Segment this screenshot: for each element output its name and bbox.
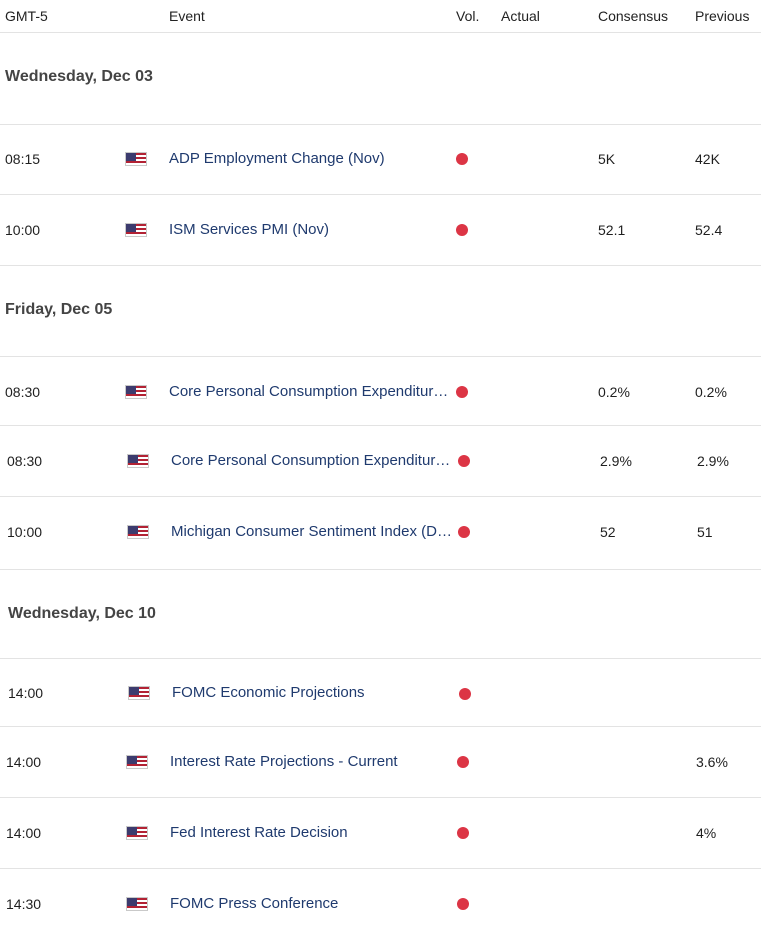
event-time: 10:00 <box>7 524 43 540</box>
day-group-header: Friday, Dec 05 <box>0 266 761 357</box>
event-previous: 52.4 <box>695 222 723 238</box>
day-group-header: Wednesday, Dec 10 <box>0 570 761 659</box>
event-row[interactable]: 14:00 FOMC Economic Projections <box>0 659 761 727</box>
event-previous: 0.2% <box>695 384 727 400</box>
event-time: 14:30 <box>6 896 42 912</box>
event-row[interactable]: 14:00 Fed Interest Rate Decision 4% <box>0 798 761 869</box>
event-row[interactable]: 08:30 Core Personal Consumption Expendit… <box>0 426 761 497</box>
impact-high-icon <box>459 688 471 700</box>
us-flag-icon <box>125 385 147 399</box>
event-previous: 51 <box>697 524 713 540</box>
event-name-link[interactable]: Core Personal Consumption Expenditur… <box>171 452 451 469</box>
event-name-link[interactable]: FOMC Economic Projections <box>172 684 365 701</box>
header-previous: Previous <box>695 8 750 24</box>
event-name-link[interactable]: ISM Services PMI (Nov) <box>169 221 330 238</box>
event-consensus: 2.9% <box>600 453 632 469</box>
event-time: 14:00 <box>6 754 42 770</box>
day-group-header: Wednesday, Dec 03 <box>0 33 761 125</box>
event-name-link[interactable]: Michigan Consumer Sentiment Index (D… <box>171 523 452 540</box>
event-name-link[interactable]: ADP Employment Change (Nov) <box>169 150 385 167</box>
event-time: 10:00 <box>5 222 41 238</box>
event-row[interactable]: 08:30 Core Personal Consumption Expendit… <box>0 357 761 426</box>
event-name-link[interactable]: FOMC Press Conference <box>170 895 339 912</box>
event-previous: 2.9% <box>697 453 729 469</box>
us-flag-icon <box>126 826 148 840</box>
impact-high-icon <box>458 455 470 467</box>
us-flag-icon <box>127 525 149 539</box>
table-header: GMT-5 Event Vol. Actual Consensus Previo… <box>0 0 761 33</box>
header-actual: Actual <box>501 8 540 24</box>
event-consensus: 52.1 <box>598 222 626 238</box>
us-flag-icon <box>127 454 149 468</box>
event-previous: 3.6% <box>696 754 728 770</box>
header-timezone[interactable]: GMT-5 <box>5 8 48 24</box>
impact-high-icon <box>457 898 469 910</box>
event-consensus: 0.2% <box>598 384 630 400</box>
header-event: Event <box>169 8 205 24</box>
event-consensus: 5K <box>598 151 616 167</box>
us-flag-icon <box>125 152 147 166</box>
header-vol: Vol. <box>456 8 480 24</box>
event-name-link[interactable]: Core Personal Consumption Expenditur… <box>169 383 449 400</box>
us-flag-icon <box>128 686 150 700</box>
day-title: Friday, Dec 05 <box>5 301 113 318</box>
event-name-link[interactable]: Interest Rate Projections - Current <box>170 753 398 770</box>
event-previous: 4% <box>696 825 717 841</box>
event-time: 08:30 <box>5 384 41 400</box>
event-name-link[interactable]: Fed Interest Rate Decision <box>170 824 348 841</box>
event-time: 14:00 <box>6 825 42 841</box>
event-row[interactable]: 14:30 FOMC Press Conference <box>0 869 761 930</box>
day-title: Wednesday, Dec 03 <box>5 68 153 85</box>
event-time: 08:30 <box>7 453 43 469</box>
us-flag-icon <box>126 897 148 911</box>
event-row[interactable]: 08:15 ADP Employment Change (Nov) 5K 42K <box>0 125 761 195</box>
header-consensus: Consensus <box>598 8 669 24</box>
event-row[interactable]: 14:00 Interest Rate Projections - Curren… <box>0 727 761 798</box>
impact-high-icon <box>458 526 470 538</box>
impact-high-icon <box>456 153 468 165</box>
event-row[interactable]: 10:00 ISM Services PMI (Nov) 52.1 52.4 <box>0 195 761 266</box>
event-row[interactable]: 10:00 Michigan Consumer Sentiment Index … <box>0 497 761 570</box>
event-time: 14:00 <box>8 685 44 701</box>
impact-high-icon <box>456 386 468 398</box>
event-time: 08:15 <box>5 151 41 167</box>
event-consensus: 52 <box>600 524 616 540</box>
impact-high-icon <box>457 756 469 768</box>
impact-high-icon <box>457 827 469 839</box>
event-previous: 42K <box>695 151 720 167</box>
day-title: Wednesday, Dec 10 <box>8 605 156 622</box>
us-flag-icon <box>126 755 148 769</box>
us-flag-icon <box>125 223 147 237</box>
impact-high-icon <box>456 224 468 236</box>
